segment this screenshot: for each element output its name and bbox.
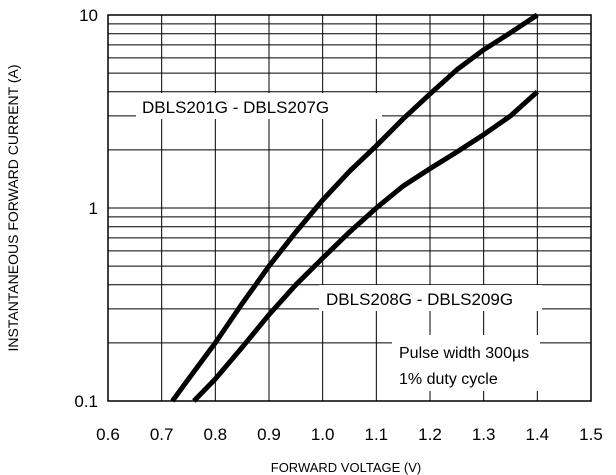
x-tick-label: 0.7	[150, 425, 174, 444]
series-layer	[170, 12, 539, 403]
x-tick-labels: 0.6 0.7 0.8 0.9 1.0 1.1 1.2 1.3 1.4 1.5	[96, 425, 603, 444]
series-label-2-text: DBLS208G - DBLS209G	[326, 290, 513, 309]
series-line-2	[192, 89, 539, 403]
series-line-1	[170, 12, 539, 403]
x-tick-label: 1.0	[311, 425, 335, 444]
x-tick-label: 1.2	[418, 425, 442, 444]
x-tick-label: 1.1	[365, 425, 389, 444]
y-tick-labels: 0.1 1 10	[74, 6, 98, 411]
series-label-2: DBLS208G - DBLS209G	[319, 285, 542, 311]
pulse-note: Pulse width 300µs 1% duty cycle	[392, 335, 540, 391]
series-label-1-text: DBLS201G - DBLS207G	[142, 98, 329, 117]
y-tick-label: 10	[79, 6, 98, 25]
plot-frame	[107, 14, 592, 402]
x-tick-label: 1.5	[579, 425, 603, 444]
series-label-1: DBLS201G - DBLS207G	[136, 93, 382, 119]
grid	[108, 15, 591, 401]
pulse-width-note: Pulse width 300µs	[399, 345, 529, 362]
duty-cycle-note: 1% duty cycle	[399, 371, 498, 388]
x-tick-label: 0.6	[96, 425, 120, 444]
y-tick-label: 0.1	[74, 392, 98, 411]
y-axis-label: INSTANTANEOUS FORWARD CURRENT (A)	[5, 64, 21, 351]
y-tick-label: 1	[89, 199, 98, 218]
x-tick-label: 0.8	[204, 425, 228, 444]
x-tick-label: 1.3	[472, 425, 496, 444]
x-axis-label: FORWARD VOLTAGE (V)	[271, 460, 421, 475]
x-tick-label: 0.9	[257, 425, 281, 444]
x-tick-label: 1.4	[526, 425, 550, 444]
